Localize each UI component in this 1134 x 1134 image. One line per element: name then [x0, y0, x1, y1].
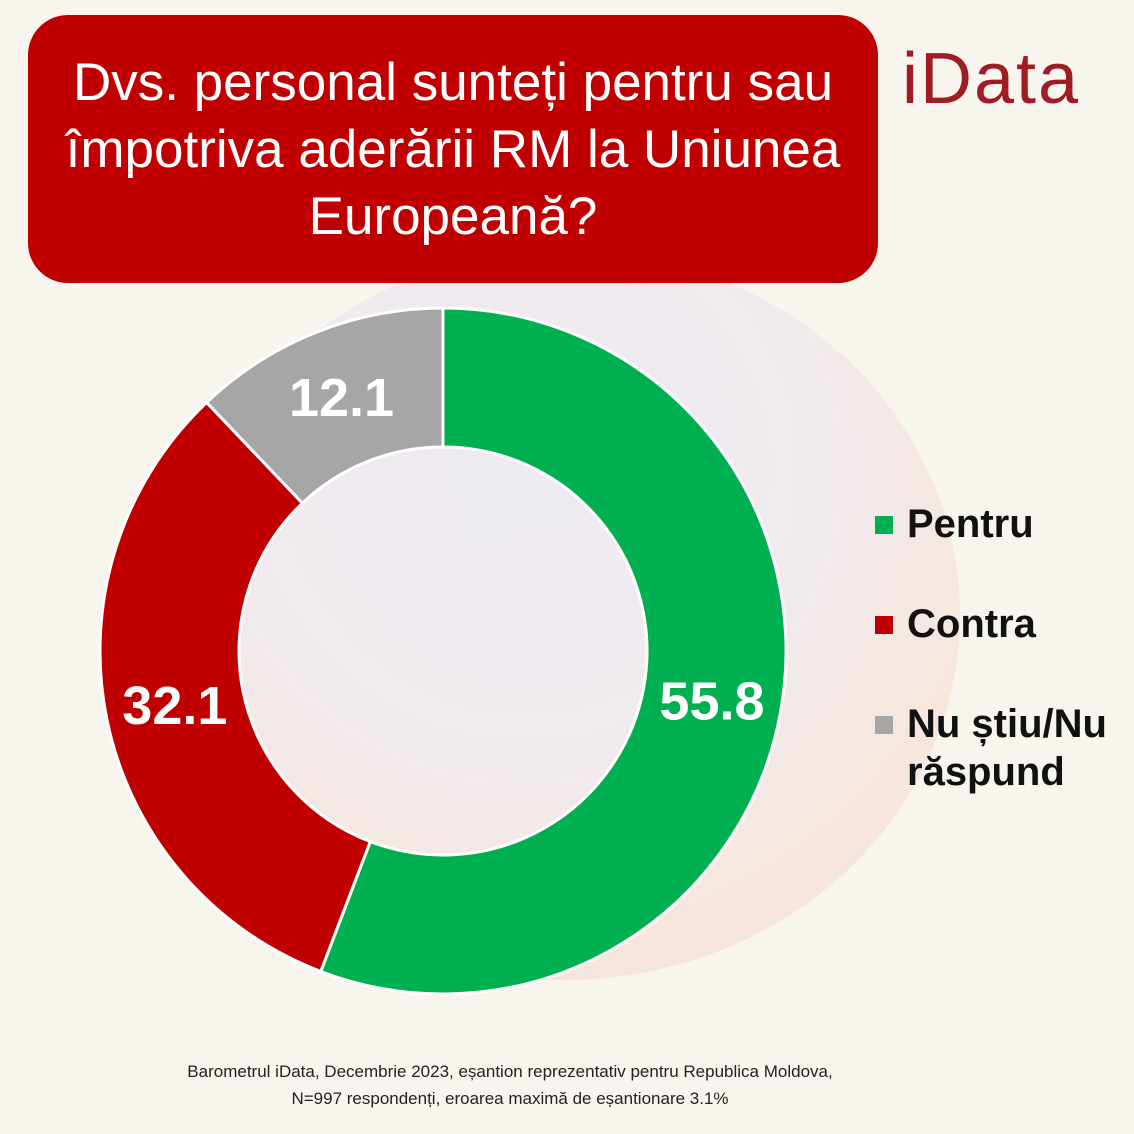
legend-swatch	[875, 716, 893, 734]
legend-swatch	[875, 616, 893, 634]
title-text: Dvs. personal sunteți pentru sau împotri…	[65, 52, 841, 246]
data-label-1: 32.1	[122, 676, 227, 736]
slice-2	[204, 306, 445, 506]
chart-title: Dvs. personal sunteți pentru sau împotri…	[28, 15, 878, 283]
legend-item: Pentru	[875, 500, 1127, 548]
legend-item: Contra	[875, 600, 1127, 648]
footnote-line-2: N=997 respondenți, eroarea maximă de eșa…	[291, 1089, 729, 1108]
footnote-line-1: Barometrul iData, Decembrie 2023, eșanti…	[187, 1062, 833, 1081]
legend: Pentru Contra Nu știu/Nu răspund	[875, 500, 1127, 848]
legend-swatch	[875, 516, 893, 534]
slice-1	[98, 400, 373, 974]
footnote: Barometrul iData, Decembrie 2023, eșanti…	[0, 1058, 1020, 1112]
data-label-2: 12.1	[289, 368, 394, 428]
legend-label: Nu știu/Nu răspund	[907, 702, 1107, 794]
legend-label: Pentru	[907, 502, 1034, 546]
data-label-0: 55.8	[659, 672, 764, 732]
slice-0	[318, 306, 788, 996]
legend-item: Nu știu/Nu răspund	[875, 700, 1127, 796]
idata-logo: iData	[902, 39, 1081, 119]
legend-label: Contra	[907, 602, 1036, 646]
